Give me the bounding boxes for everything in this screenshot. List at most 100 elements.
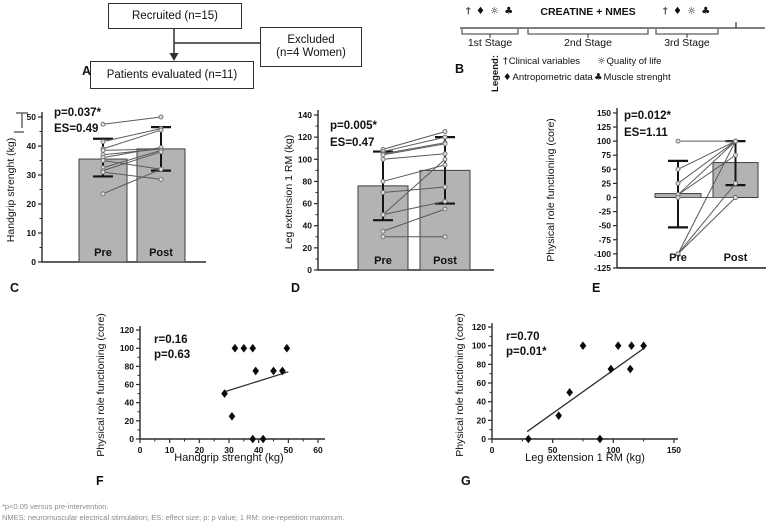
x-axis-label: Handgrip strenght (kg): [174, 452, 283, 464]
stat-annotation: ES=0.47: [330, 137, 374, 149]
stat-annotation: r=0.16: [154, 334, 188, 346]
y-axis-label: Physical role functioning (core): [545, 118, 557, 262]
svg-text:80: 80: [477, 359, 487, 369]
stage1-bracket: [461, 29, 519, 38]
data-point-diamond: [249, 434, 257, 444]
svg-text:30: 30: [27, 170, 37, 180]
svg-text:40: 40: [477, 397, 487, 407]
panel-label-e: E: [592, 281, 601, 295]
svg-text:140: 140: [298, 110, 312, 120]
sun-icon: ☼: [597, 56, 606, 67]
data-point-diamond: [555, 411, 563, 420]
pre-label: Pre: [94, 247, 112, 259]
svg-text:150: 150: [597, 108, 611, 118]
scatter-points: [221, 343, 291, 444]
axes: -125 -100 -75 -50 -25 0 25 50 75 100 125 150: [594, 108, 766, 273]
legend-text-muscle: Muscle strenght: [603, 72, 671, 83]
flow-box-excluded: Excluded (n=4 Women): [260, 27, 362, 67]
svg-text:40: 40: [254, 445, 264, 455]
chart-physicalrole-prepost: -125 -100 -75 -50 -25 0 25 50 75 100 125 150 Pre Post…: [545, 108, 766, 273]
data-point-diamond: [525, 434, 532, 444]
x-axis-label: Leg extension 1 RM (kg): [525, 452, 645, 464]
svg-text:100: 100: [597, 136, 611, 146]
error-bar-glyph: [14, 112, 28, 133]
stat-annotation: p=0.005*: [330, 120, 378, 132]
svg-text:100: 100: [298, 154, 312, 164]
stage2-label: 2nd Stage: [564, 37, 612, 49]
svg-text:0: 0: [307, 265, 312, 275]
legend-text-quality: Quality of life: [606, 56, 662, 67]
svg-text:20: 20: [195, 445, 205, 455]
svg-text:75: 75: [602, 150, 612, 160]
data-point-diamond: [628, 341, 635, 350]
svg-text:-50: -50: [599, 221, 612, 231]
svg-text:-75: -75: [599, 235, 612, 245]
panel-label-c: C: [10, 281, 20, 295]
flow-arrowhead-icon: [169, 53, 179, 61]
y-axis-label: Physical role functioning (core): [95, 313, 107, 457]
svg-text:0: 0: [138, 445, 143, 455]
svg-text:0: 0: [31, 257, 36, 267]
data-point-diamond: [607, 364, 615, 374]
legend-text-clinical: Clinical variables: [508, 56, 581, 67]
chart-handgrip-prepost: 0 10 20 30 40 50 Pre Post p=0.037* ES=0.49 Handgri…: [5, 107, 206, 267]
svg-text:20: 20: [303, 243, 313, 253]
svg-text:125: 125: [597, 122, 611, 132]
svg-text:50: 50: [602, 164, 612, 174]
svg-text:40: 40: [125, 398, 135, 408]
y-axis-label: Leg extension 1 RM (kg): [283, 135, 295, 249]
chart-scatter-legextension: 0 20 40 60 80 100 120 0 50 100 150 r=0.70 p=0.01* Leg…: [454, 313, 681, 464]
stat-annotation: ES=0.49: [54, 123, 98, 135]
panel-label-f: F: [96, 474, 104, 488]
panel-label-g: G: [461, 474, 471, 488]
data-point-diamond: [283, 343, 291, 353]
stage3-bracket: [655, 29, 719, 38]
svg-text:40: 40: [27, 141, 37, 151]
subject-pair-lines: [380, 129, 448, 240]
stat-annotation: p=0.012*: [624, 110, 672, 122]
excluded-text-line1: Excluded: [287, 34, 335, 46]
footnote-line2: NMES: neuromuscular electrical stimulati…: [2, 512, 345, 522]
labels: Pre Post p=0.012* ES=1.11 Physical role func…: [545, 110, 748, 264]
legend-item-quality: ☼Quality of life: [597, 56, 661, 67]
svg-text:80: 80: [125, 361, 135, 371]
legend-text-antropometric: Antropometric data: [512, 72, 593, 83]
evaluated-text: Patients evaluated (n=11): [106, 68, 238, 81]
post-label: Post: [149, 247, 173, 259]
data-point-diamond: [221, 389, 228, 398]
svg-text:20: 20: [477, 415, 487, 425]
panel-label-b: B: [455, 62, 465, 76]
stat-annotation: r=0.70: [506, 331, 540, 343]
data-point-diamond: [640, 341, 647, 350]
data-point-diamond: [231, 343, 239, 353]
svg-text:50: 50: [284, 445, 294, 455]
trend-line: [526, 347, 645, 433]
stage3-symbols: † ♦ ☼ ♣: [662, 6, 712, 17]
labels: r=0.16 p=0.63 Handgrip strenght (kg) Physic…: [95, 313, 284, 464]
svg-text:10: 10: [165, 445, 175, 455]
svg-text:100: 100: [606, 445, 620, 455]
svg-text:50: 50: [27, 112, 37, 122]
svg-text:100: 100: [120, 343, 134, 353]
svg-text:80: 80: [303, 176, 313, 186]
svg-text:10: 10: [27, 228, 37, 238]
footnotes: *p<0.05 versus pre-intervention. NMES: n…: [2, 502, 345, 523]
stat-annotation: ES=1.11: [624, 127, 668, 139]
axes: 0 20 40 60 80 100 120 0 10 20 30 40 50 60: [120, 325, 325, 455]
stage1-symbols: † ♦ ☼ ♣: [465, 6, 515, 17]
trend-line: [224, 371, 289, 393]
y-axis-label: Physical role functioning (core): [454, 313, 466, 457]
svg-text:0: 0: [606, 193, 611, 203]
svg-text:50: 50: [548, 445, 558, 455]
svg-text:0: 0: [129, 434, 134, 444]
diamond-icon: ♦: [503, 72, 512, 83]
data-point-diamond: [614, 341, 622, 350]
data-point-diamond: [270, 366, 277, 376]
labels: Pre Post p=0.005* ES=0.47 Leg extension 1 RM…: [283, 120, 457, 267]
stat-annotation: p=0.63: [154, 349, 190, 361]
bars: [78, 148, 186, 263]
labels: r=0.70 p=0.01* Leg extension 1 RM (kg) Phys…: [454, 313, 645, 464]
pre-label: Pre: [669, 252, 687, 264]
svg-text:120: 120: [298, 132, 312, 142]
